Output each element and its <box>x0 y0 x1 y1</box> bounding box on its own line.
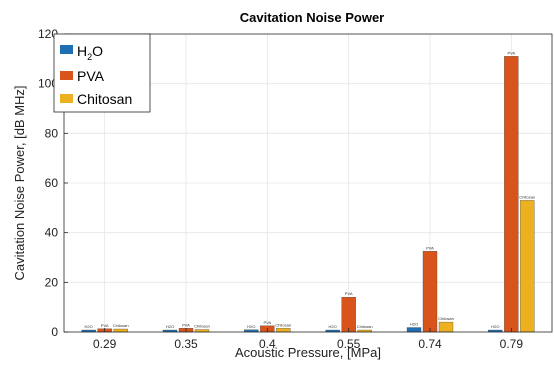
y-tick-label: 80 <box>45 126 59 140</box>
x-tick-label: 0.79 <box>500 337 524 351</box>
x-tick-label: 0.29 <box>93 337 117 351</box>
chart-title: Cavitation Noise Power <box>240 10 384 25</box>
bar-label-pva: PVA <box>345 291 353 296</box>
bar-label-pva: PVA <box>101 323 109 328</box>
y-axis-ticks: 0 20 40 60 80 100 120 <box>38 27 68 339</box>
y-tick-label: 0 <box>51 325 58 339</box>
legend: H2O PVA Chitosan <box>53 33 151 113</box>
legend-entry-h2o: H2O <box>77 43 103 62</box>
legend-swatch-pva <box>60 71 73 80</box>
x-tick-label: 0.4 <box>259 337 276 351</box>
x-axis-ticks: 0.29 0.35 0.4 0.55 0.74 0.79 <box>93 328 523 351</box>
legend-swatch-chitosan <box>60 94 73 103</box>
bar-pva <box>422 251 438 333</box>
bar-chitosan <box>276 328 291 333</box>
bar-label-h2o: H2O <box>410 322 418 327</box>
y-axis-label: Cavitation Noise Power, [dB MHz] <box>12 85 27 280</box>
bar-pva <box>341 297 356 333</box>
bar-label-chitosan: Chitosan <box>113 323 129 328</box>
bar-label-h2o: H2O <box>166 324 174 329</box>
y-tick-label: 100 <box>38 77 58 91</box>
x-tick-label: 0.74 <box>418 337 442 351</box>
bar-label-pva: PVA <box>507 50 515 55</box>
bar-label-h2o: H2O <box>491 324 499 329</box>
bar-chitosan <box>520 200 535 333</box>
x-tick-label: 0.35 <box>174 337 198 351</box>
x-axis-label: Acoustic Pressure, [MPa] <box>235 345 381 360</box>
x-tick-label: 0.55 <box>337 337 361 351</box>
legend-swatch-h2o <box>60 45 73 54</box>
bar-label-h2o: H2O <box>329 324 337 329</box>
y-tick-label: 20 <box>45 275 59 289</box>
bar-label-chitosan: Chitosan <box>519 194 535 199</box>
bar-label-pva: PVA <box>426 245 434 250</box>
bar-label-h2o: H2O <box>85 324 93 329</box>
y-tick-label: 40 <box>45 226 59 240</box>
bar-label-chitosan: Chitosan <box>194 324 210 329</box>
legend-entry-chitosan: Chitosan <box>77 91 132 107</box>
y-tick-label: 60 <box>45 176 59 190</box>
bar-label-chitosan: Chitosan <box>357 324 373 329</box>
bar-label-chitosan: Chitosan <box>275 322 291 327</box>
bar-label-h2o: H2O <box>247 324 255 329</box>
bar-labels: H2O H2O H2O H2O H2O H2O PVA PVA PVA PVA PVA PVA Chit… <box>85 50 536 329</box>
bar-chitosan <box>113 328 128 333</box>
bar-label-pva: PVA <box>182 322 190 327</box>
bar-label-pva: PVA <box>263 320 271 325</box>
legend-entry-pva: PVA <box>77 68 105 84</box>
bar-chitosan <box>438 321 454 333</box>
bar-pva <box>504 56 519 333</box>
y-tick-label: 120 <box>38 27 58 41</box>
bar-label-chitosan: Chitosan <box>438 316 454 321</box>
bar-h2o <box>406 327 422 333</box>
